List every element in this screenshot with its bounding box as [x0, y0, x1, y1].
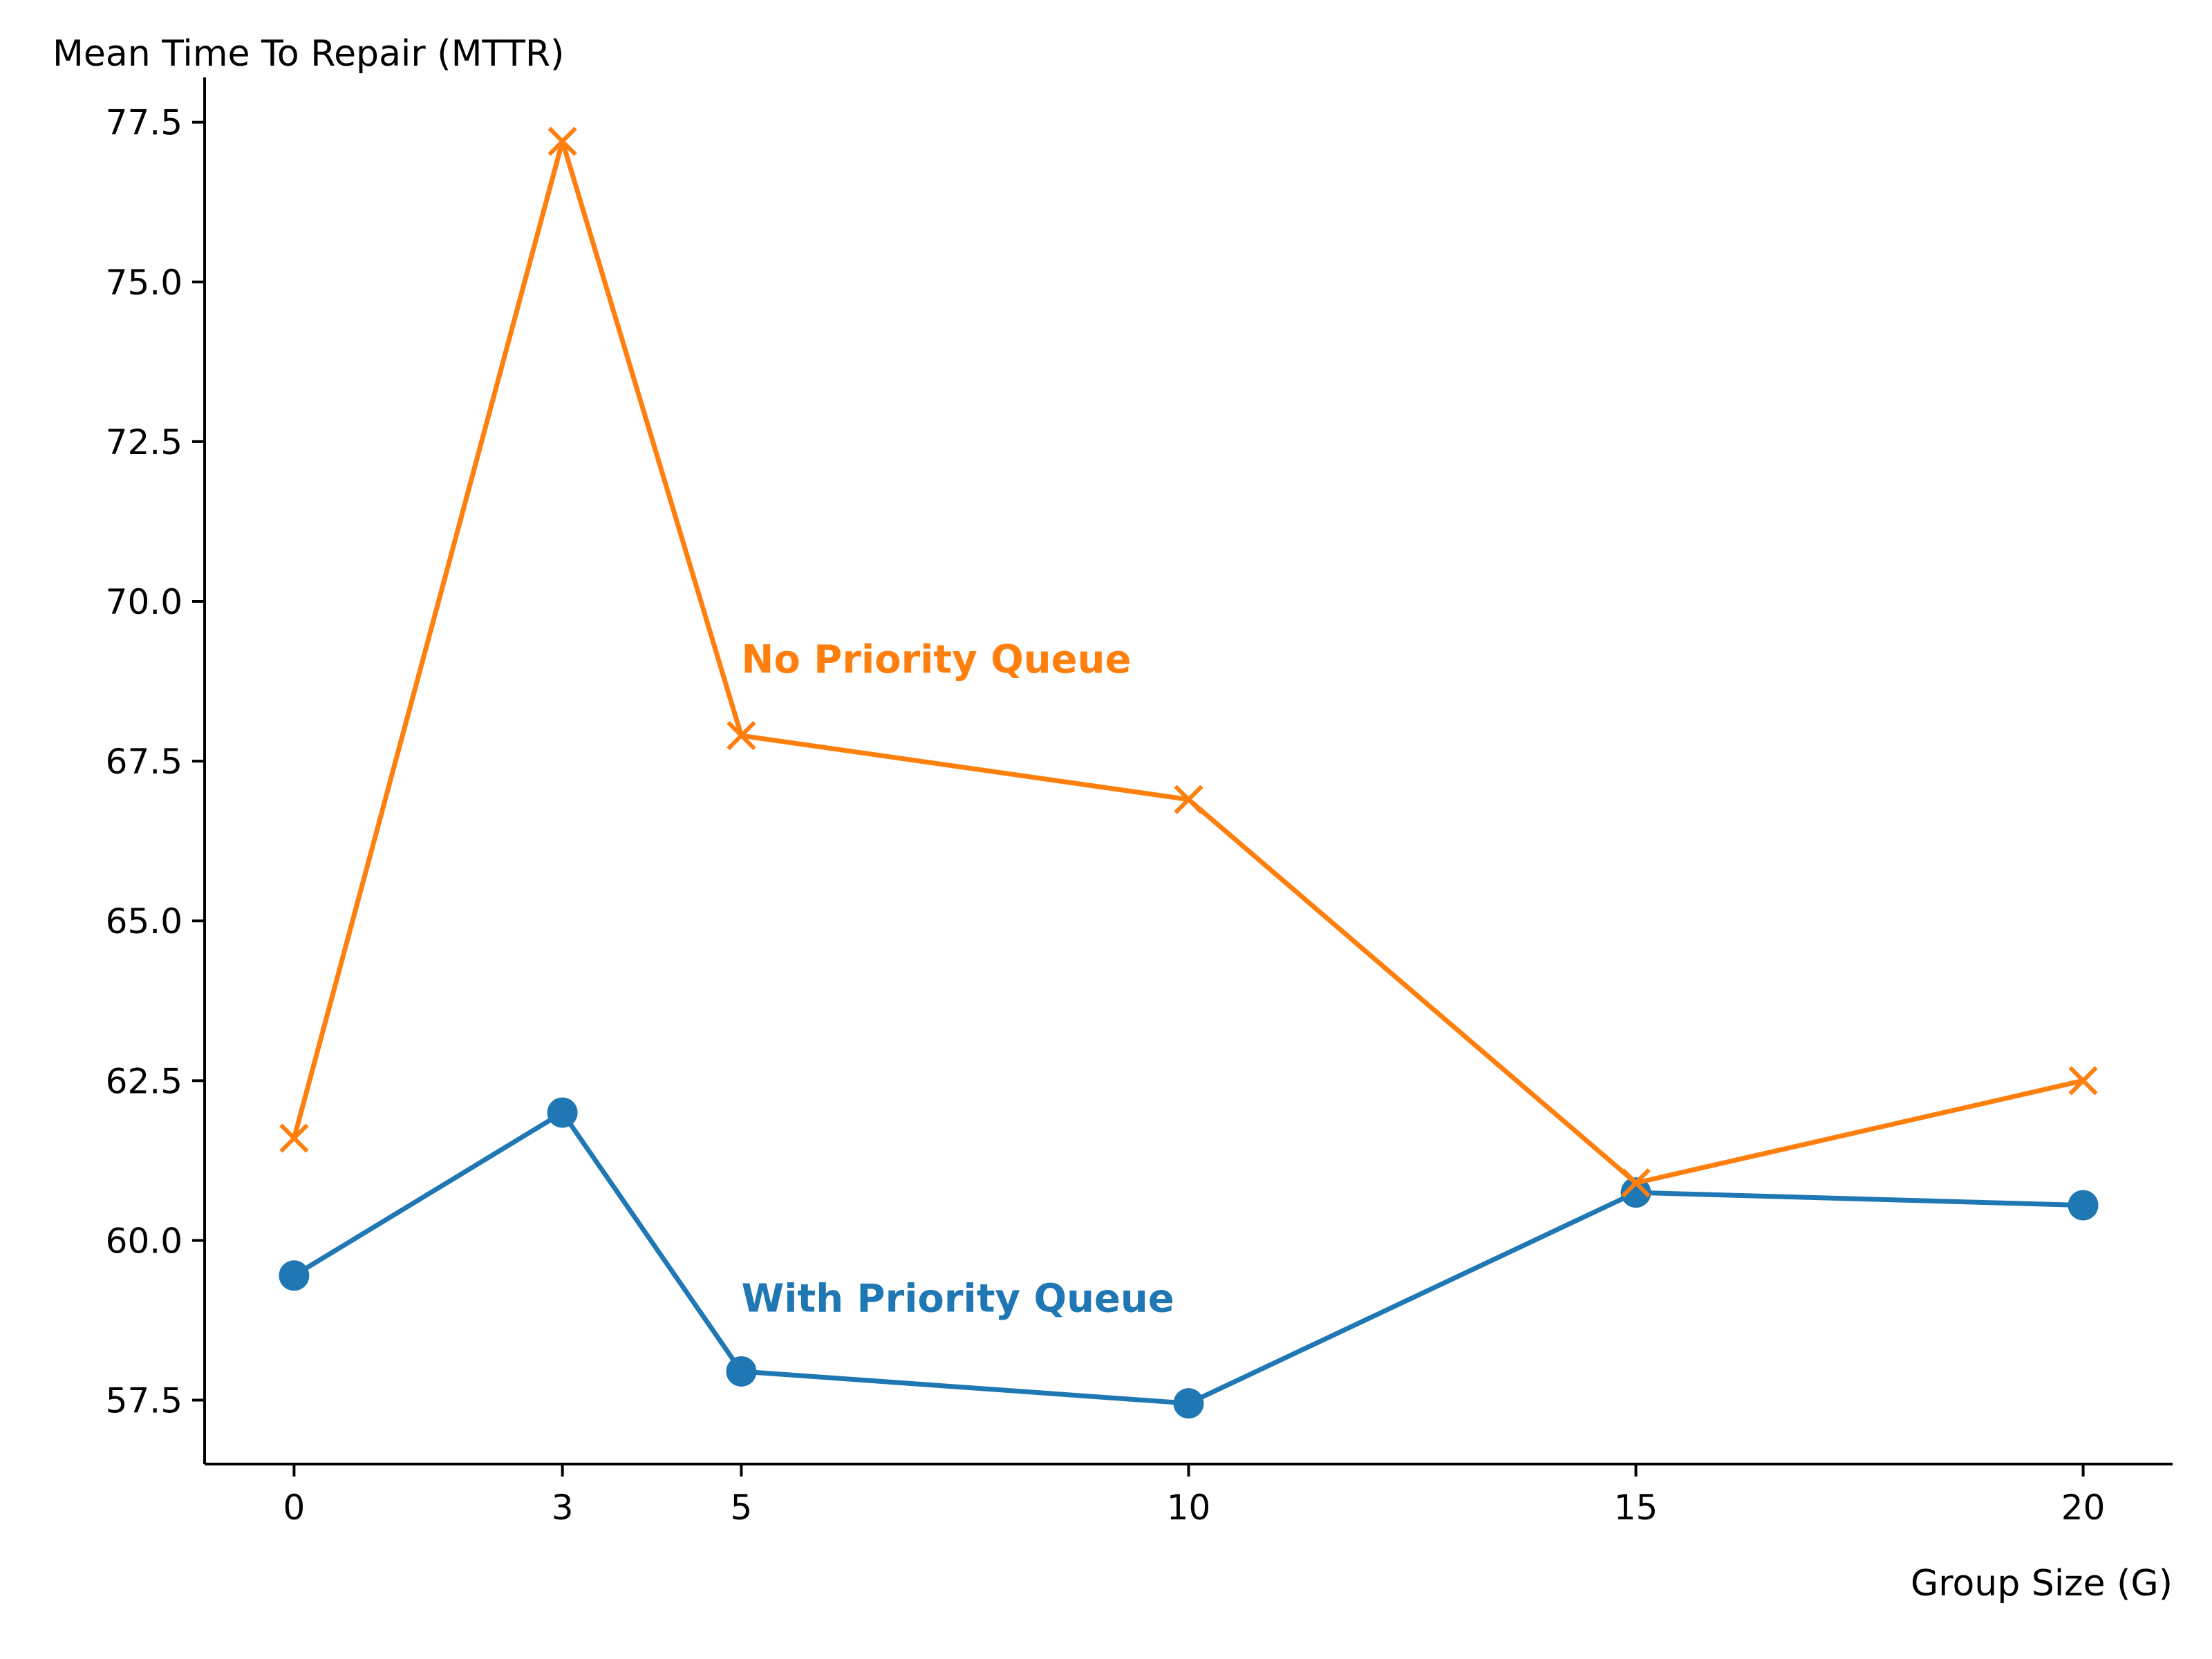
y-tick-label: 72.5 [106, 422, 182, 462]
with-priority-queue-point [1620, 1177, 1651, 1208]
y-tick-label: 70.0 [106, 582, 182, 622]
x-tick-label: 0 [283, 1488, 306, 1528]
y-tick-label: 57.5 [106, 1381, 182, 1421]
y-tick-label: 75.0 [106, 263, 182, 303]
no-priority-queue-point [727, 721, 756, 751]
y-tick-label: 77.5 [106, 103, 182, 143]
with-priority-queue-point [726, 1356, 757, 1387]
with-priority-queue-point [279, 1260, 310, 1291]
y-tick-label: 62.5 [106, 1061, 182, 1101]
x-axis-label: Group Size (G) [1911, 1563, 2173, 1604]
no-priority-queue-point [1621, 1168, 1651, 1198]
x-tick-label: 10 [1167, 1488, 1211, 1528]
series-with-priority-queue [279, 1097, 2099, 1419]
with-priority-queue-line [291, 1110, 2086, 1406]
with-priority-queue-point [2068, 1190, 2099, 1221]
annotation-no-priority-queue: No Priority Queue [741, 637, 1131, 682]
no-priority-queue-point [1174, 785, 1203, 814]
x-tick-label: 15 [1614, 1488, 1658, 1528]
no-priority-queue-point [279, 1123, 309, 1153]
with-priority-queue-point [547, 1097, 578, 1128]
with-priority-queue-point [1173, 1388, 1204, 1419]
x-ticks: 0 3 5 10 15 20 [283, 1464, 2106, 1528]
y-tick-label: 67.5 [106, 742, 182, 782]
y-ticks: 57.5 60.0 62.5 65.0 67.5 70.0 72.5 75.0 77.5 [106, 103, 205, 1421]
x-tick-label: 5 [731, 1488, 753, 1528]
x-tick-label: 3 [552, 1488, 574, 1528]
no-priority-queue-point [547, 126, 577, 156]
y-tick-label: 60.0 [106, 1221, 182, 1261]
x-tick-label: 20 [2061, 1488, 2106, 1528]
no-priority-queue-line [291, 138, 2086, 1185]
annotation-with-priority-queue: With Priority Queue [741, 1277, 1174, 1322]
series [279, 126, 2099, 1419]
y-axis-label: Mean Time To Repair (MTTR) [53, 33, 564, 75]
series-no-priority-queue [279, 126, 2098, 1198]
no-priority-queue-point [2068, 1066, 2098, 1096]
y-tick-label: 65.0 [106, 901, 182, 941]
annotations: No Priority Queue With Priority Queue [741, 637, 1174, 1321]
